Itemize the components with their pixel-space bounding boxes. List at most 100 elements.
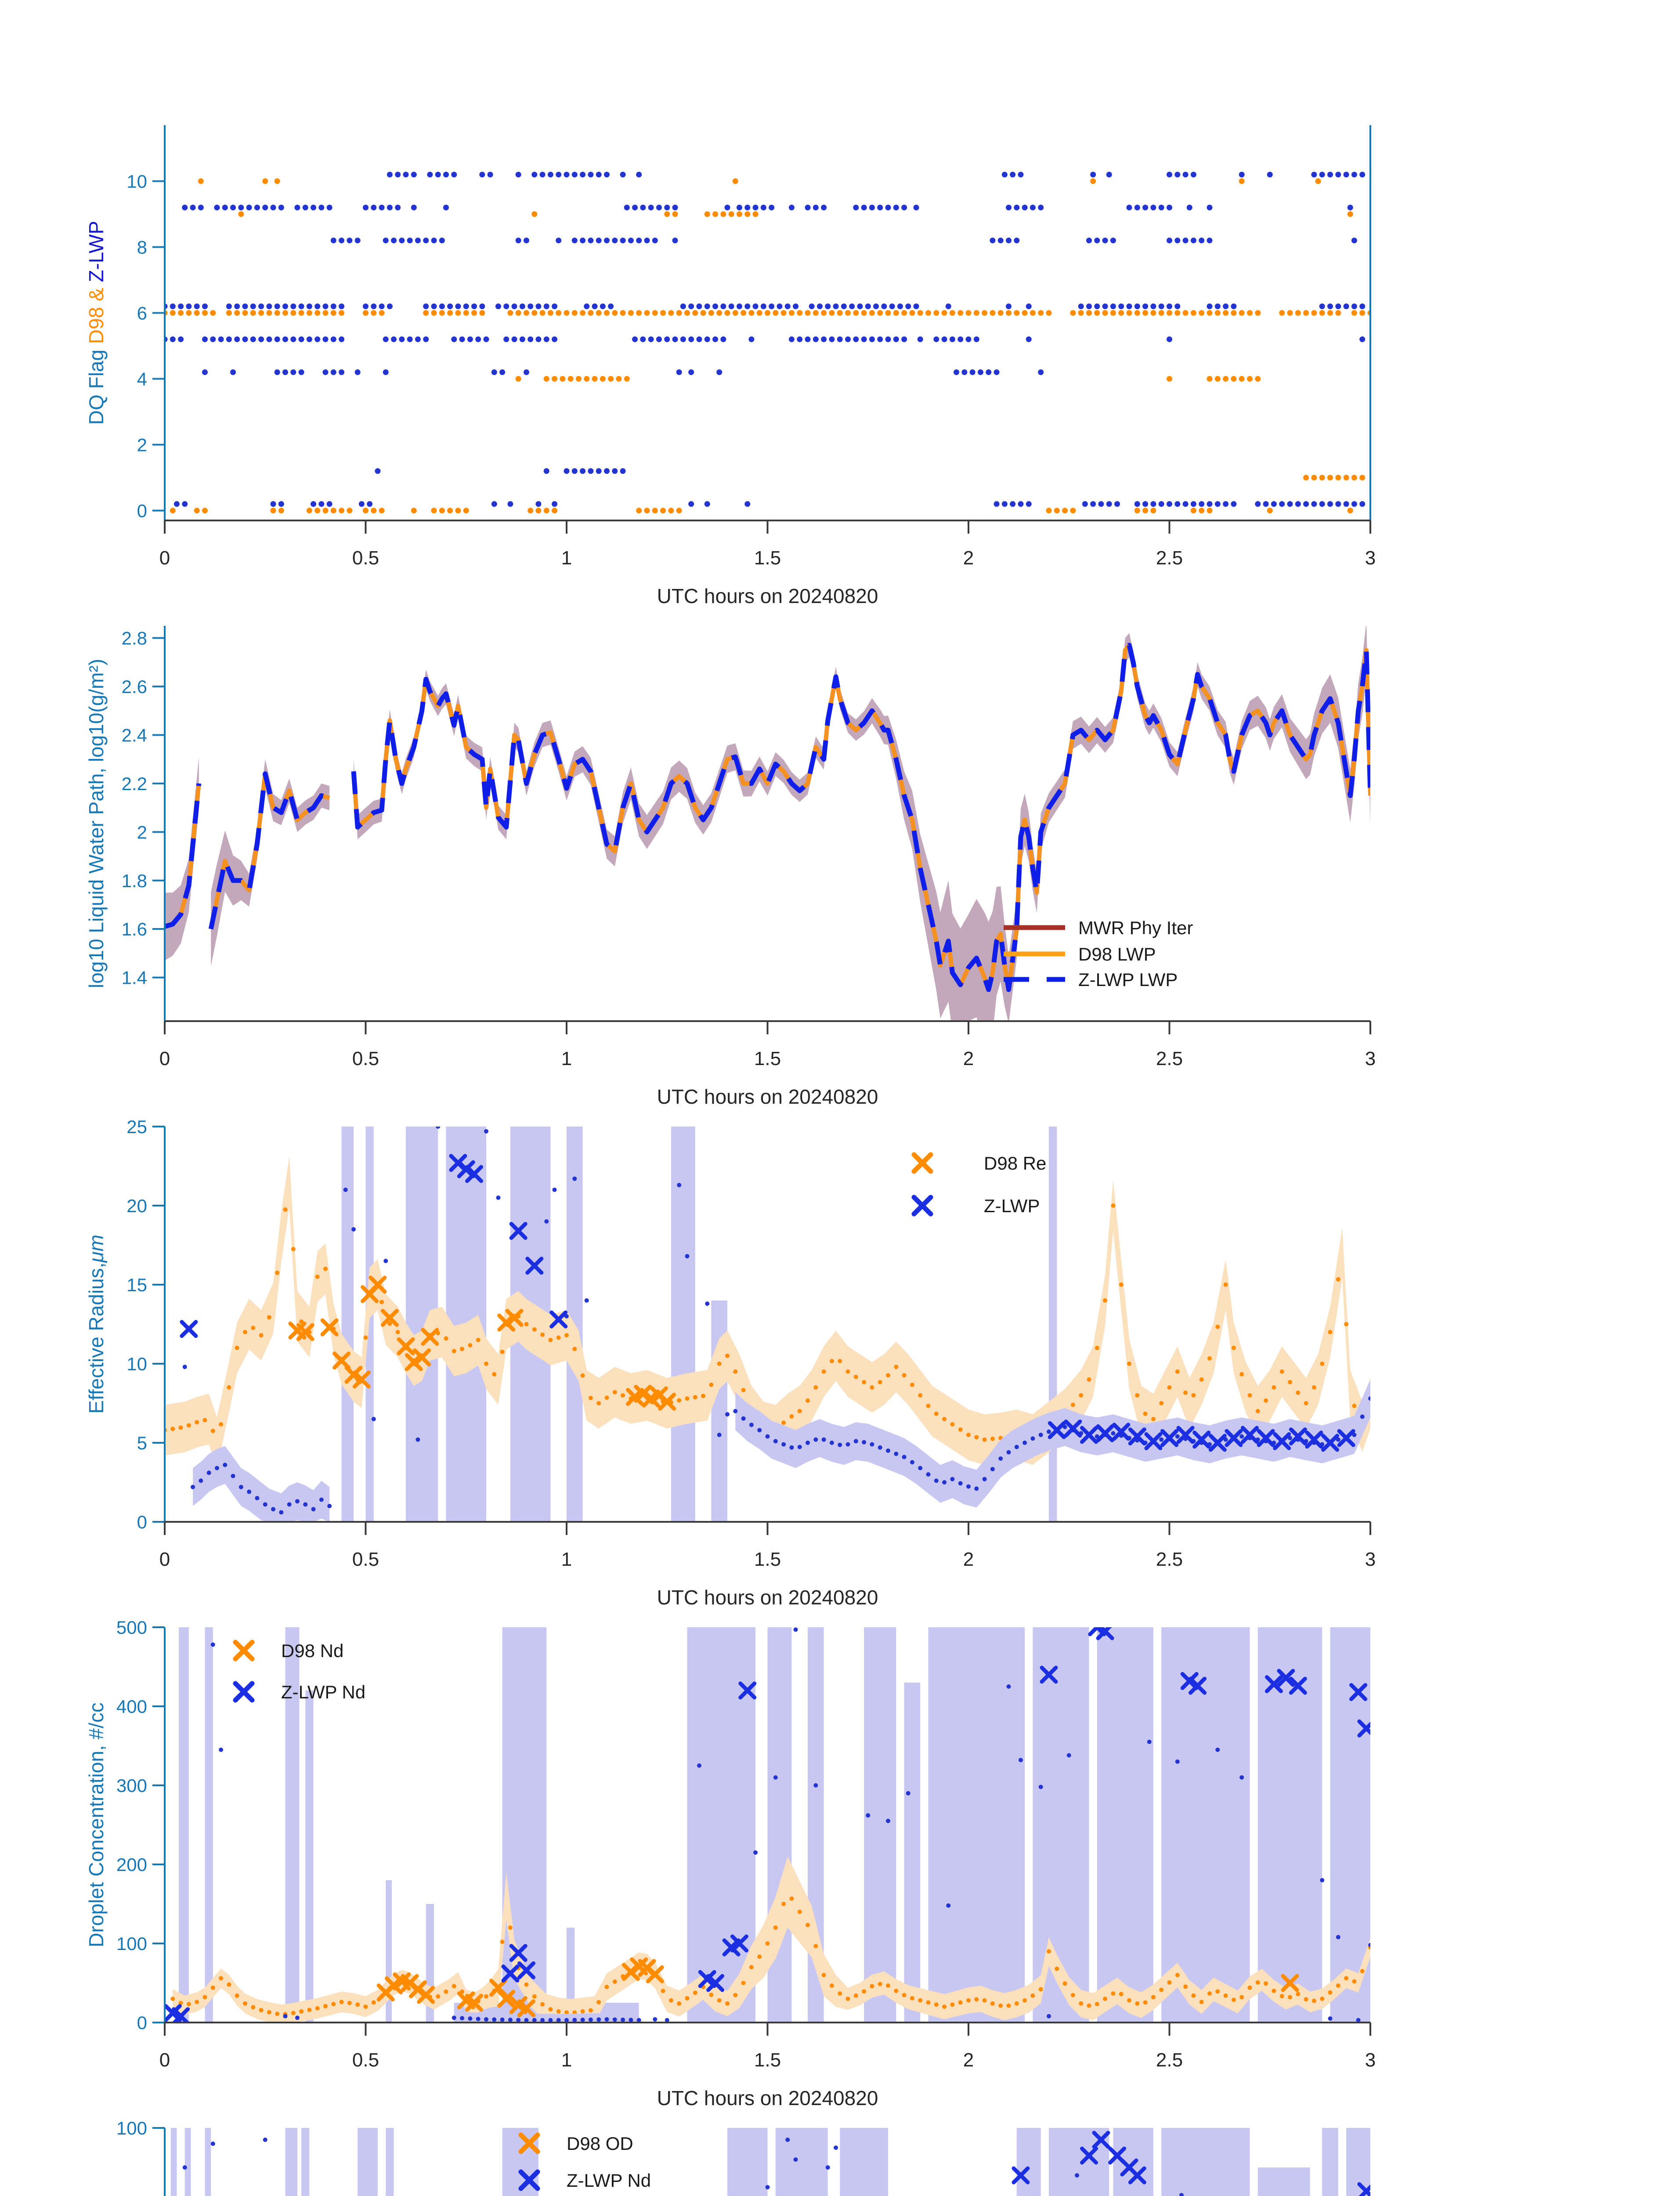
flag-dot: [318, 205, 325, 210]
dot-marker: [315, 2006, 320, 2011]
flag-dot: [173, 501, 180, 507]
scatter-dot: [677, 1183, 682, 1188]
flag-dot: [503, 336, 509, 342]
x-tick-label: 2.5: [1156, 1549, 1183, 1570]
dot-marker: [797, 1409, 802, 1413]
y-tick-label: 200: [116, 1854, 147, 1875]
flag-dot: [467, 336, 473, 342]
mwr-uncertainty-band: [165, 757, 199, 961]
flag-dot: [1167, 172, 1172, 177]
flag-dot: [282, 303, 288, 309]
flag-dot: [1174, 501, 1181, 507]
dot-marker: [741, 1981, 746, 1985]
flag-dot: [254, 205, 260, 210]
dot-marker: [902, 1373, 907, 1378]
flag-dot: [1174, 303, 1181, 309]
dot-marker: [323, 1267, 328, 1271]
flag-dot: [588, 238, 594, 243]
flag-dot: [652, 508, 658, 513]
dot-marker: [1159, 1437, 1164, 1442]
dot-marker: [910, 1996, 914, 2001]
dot-marker: [444, 1336, 448, 1341]
dot-marker: [693, 1395, 697, 1400]
dot-marker: [894, 1989, 899, 1993]
flag-dot: [1118, 303, 1124, 309]
flag-dot: [435, 172, 441, 177]
flag-dot: [214, 205, 220, 210]
flag-dot: [371, 508, 377, 513]
flag-dot: [1014, 310, 1020, 316]
scatter-dot: [219, 1748, 224, 1752]
flag-dot: [1150, 508, 1156, 513]
scatter-dot: [685, 1254, 690, 1259]
dot-marker: [685, 1996, 690, 2001]
dot-marker: [202, 1995, 207, 2000]
flag-dot: [1001, 501, 1008, 507]
flag-dot: [298, 336, 304, 342]
flag-dot: [628, 310, 634, 316]
flag-dot: [744, 211, 751, 217]
dot-marker: [251, 1326, 256, 1330]
flag-dot: [262, 205, 268, 210]
dot-marker: [990, 1437, 995, 1441]
flag-dot: [250, 303, 256, 309]
dot-marker: [540, 2002, 545, 2007]
flag-dot: [339, 303, 345, 309]
uncertainty-band: [1049, 1127, 1057, 1522]
flag-dot: [813, 336, 819, 342]
dot-marker: [243, 2001, 247, 2006]
flag-dot: [1231, 310, 1237, 316]
dot-marker: [870, 1442, 874, 1447]
scatter-dot: [1368, 1943, 1370, 1947]
dot-marker: [966, 1998, 971, 2003]
flag-dot: [1010, 501, 1016, 507]
flag-dot: [1207, 501, 1213, 507]
flag-dot: [399, 336, 405, 342]
flag-dot: [1046, 310, 1052, 316]
flag-dot: [624, 205, 630, 210]
dot-marker: [1336, 1277, 1340, 1282]
flag-dot: [1359, 172, 1366, 177]
flag-dot: [1070, 310, 1076, 316]
flag-dot: [1199, 508, 1205, 513]
flag-dot: [841, 303, 847, 309]
dot-marker: [1360, 1414, 1365, 1419]
dot-marker: [339, 2000, 344, 2005]
dot-marker: [749, 1965, 754, 1969]
dot-marker: [1207, 1356, 1212, 1361]
flag-dot: [194, 303, 200, 309]
x-tick-label: 0: [159, 1549, 170, 1570]
dot-marker: [741, 1416, 746, 1421]
flag-dot: [290, 310, 296, 316]
flag-dot: [965, 310, 972, 316]
flag-dot: [198, 178, 204, 184]
flag-dot: [479, 303, 485, 309]
flag-dot: [451, 172, 457, 177]
flag-dot: [604, 310, 610, 316]
flag-dot: [592, 376, 598, 382]
flag-dot: [1182, 501, 1189, 507]
y-tick-label: 20: [126, 1196, 147, 1216]
dot-marker: [295, 1499, 300, 1504]
dot-marker: [1239, 1995, 1244, 2000]
scatter-dot: [946, 1903, 951, 1908]
flag-dot: [1335, 303, 1341, 309]
flag-dot: [1106, 172, 1112, 177]
legend-label: D98 LWP: [1078, 944, 1156, 964]
uncertainty-band: [1257, 2167, 1310, 2196]
legend-label: Z-LWP: [984, 1196, 1040, 1216]
flag-dot: [399, 238, 405, 243]
dot-marker: [199, 1478, 203, 1483]
dot-marker: [556, 2018, 561, 2023]
flag-dot: [507, 310, 513, 316]
dot-marker: [1239, 1372, 1244, 1376]
dot-marker: [580, 1373, 585, 1378]
flag-dot: [1223, 303, 1229, 309]
flag-dot: [997, 310, 1004, 316]
flag-dot: [849, 303, 855, 309]
flag-dot: [893, 310, 899, 316]
flag-dot: [539, 310, 546, 316]
flag-dot: [1190, 238, 1196, 243]
dot-marker: [709, 1993, 714, 1997]
